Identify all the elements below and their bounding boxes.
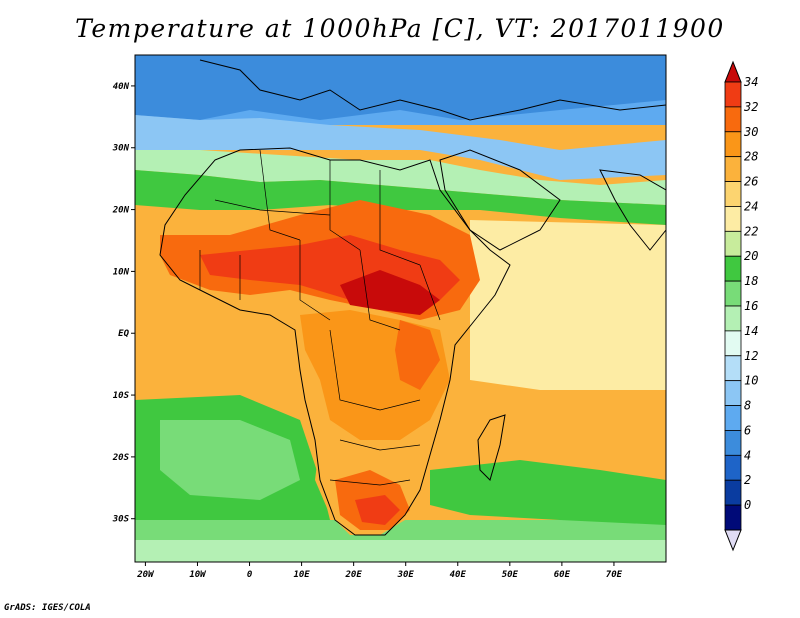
field-indian-south [430,460,666,525]
field-south-africa-core [355,495,400,525]
colorbar-swatch [724,355,742,382]
colorbar-label: 26 [744,175,758,189]
colorbar-label: 24 [744,199,758,213]
coastline-india [599,169,666,251]
colorbar-swatch [724,106,742,133]
lat-tick-label: 10N [113,267,130,277]
lon-tick-label: 10E [293,570,310,580]
coastline-africa [159,147,511,536]
lat-tick-label: 10S [113,391,130,401]
field-central-dark [340,270,440,315]
field-arabian-sea [470,220,666,390]
map-title: Temperature at 1000hPa [C], VT: 20170119… [75,14,725,43]
credit-label: GrADS: IGES/COLA [4,603,91,613]
lon-tick-label: 70E [606,570,623,580]
lon-tick-label: 60E [554,570,571,580]
colorbar-label: 0 [744,498,751,512]
lon-tick-label: 30E [397,570,415,580]
map-frame [134,54,667,563]
lon-tick-label: 40E [450,570,467,580]
colorbar-swatch [724,305,742,332]
colorbar-swatch [724,131,742,158]
lat-tick-label: 30S [112,515,130,525]
colorbar-swatch [724,280,742,307]
field-atlantic-pale [160,420,300,500]
colorbar-swatch [724,430,742,456]
field-europe-blue [135,55,666,120]
lon-tick-label: 20E [345,570,363,580]
colorbar-swatch [724,206,742,232]
field-southern-ocean-cool [135,540,666,562]
coastline-europe [199,59,666,121]
longitude-axis: 20W 10W 0 10E 20E 30E 40E 50E 60E 70E [136,562,623,580]
colorbar-label: 12 [744,349,758,363]
colorbar-label: 10 [744,374,758,388]
colorbar-label: 8 [744,399,751,413]
colorbar-label: 18 [744,274,758,288]
colorbar-swatch [724,230,742,257]
colorbar-swatch [724,454,742,481]
lat-tick-label: 30N [112,144,130,154]
colorbar-label: 20 [744,249,758,263]
colorbar-swatch [724,156,742,182]
field-sahara-green [135,170,666,225]
colorbar-label: 16 [744,299,758,313]
lat-tick-label: 20S [112,453,130,463]
field-north-lightblue [135,115,666,180]
lon-tick-label: 50E [502,570,519,580]
colorbar-swatch [724,181,742,207]
colorbar-label: 30 [743,125,758,139]
lat-tick-label: EQ [118,329,129,339]
coastline-arabia [439,149,561,251]
colorbar-swatch [724,479,742,506]
colorbar-under-arrow [724,529,742,552]
colorbar-label: 22 [744,224,758,238]
lon-tick-label: 0 [247,570,253,580]
country-borders [199,149,441,486]
lon-tick-label: 20W [136,570,155,580]
colorbar-swatch [724,504,742,531]
colorbar-swatch [724,330,742,357]
colorbar-swatch [724,255,742,282]
coastline-madagascar [477,414,506,481]
colorbar-label: 6 [744,423,751,437]
latitude-axis: 40N 30N 20N 10N EQ 10S 20S 30S [112,82,135,525]
colorbar-swatch [724,380,742,406]
colorbar-label: 34 [743,75,758,89]
lon-tick-label: 10W [189,570,207,580]
lat-tick-label: 40N [113,82,130,92]
colorbar-label: 14 [744,324,758,338]
colorbar-label: 28 [744,150,758,164]
colorbar-swatch [724,81,742,108]
colorbar-over-arrow [724,60,742,83]
field-east-rift [395,320,440,390]
field-sahara-pale [135,150,666,205]
colorbar-label: 4 [744,448,751,462]
lat-tick-label: 20N [112,206,130,216]
colorbar-label: 32 [743,100,758,114]
colorbar-label: 2 [744,473,751,487]
colorbar-swatch [724,405,742,431]
